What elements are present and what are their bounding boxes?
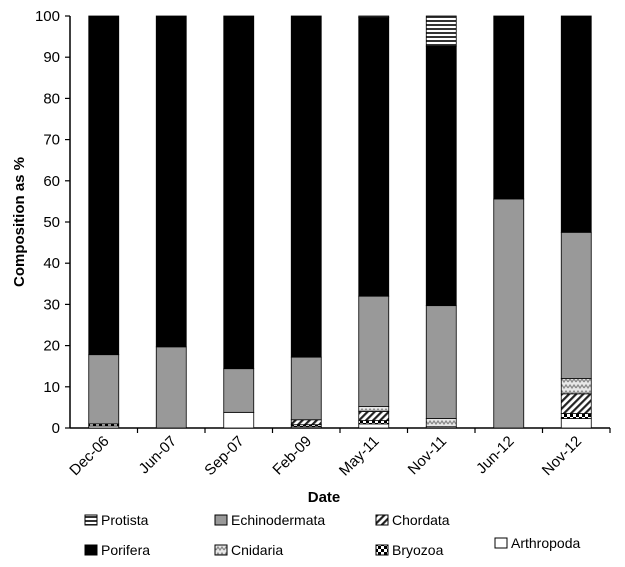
x-tick-label: Sep-07 bbox=[201, 433, 247, 479]
legend-item-bryozoa: Bryozoa bbox=[375, 542, 444, 558]
x-axis-title: Date bbox=[308, 489, 341, 506]
legend-swatch bbox=[375, 544, 389, 556]
legend-item-echinodermata: Echinodermata bbox=[214, 512, 325, 528]
bar-segment-echinodermata bbox=[88, 354, 120, 425]
legend-label: Protista bbox=[101, 512, 149, 528]
legend-item-arthropoda: Arthropoda bbox=[494, 535, 580, 551]
bar-segment-echinodermata bbox=[425, 305, 457, 419]
legend-label: Porifera bbox=[101, 542, 150, 558]
y-tick-label: 100 bbox=[35, 8, 60, 25]
bar-segment-porifera bbox=[358, 17, 390, 297]
legend-swatch bbox=[84, 514, 98, 526]
legend-swatch bbox=[214, 514, 228, 526]
legend-swatch bbox=[214, 544, 228, 556]
bar-segment-porifera bbox=[88, 15, 120, 356]
y-tick-label: 40 bbox=[43, 255, 60, 272]
y-tick-label: 60 bbox=[43, 173, 60, 190]
legend-item-cnidaria: Cnidaria bbox=[214, 542, 283, 558]
y-ticks: 0 10 20 30 40 50 60 70 80 90 100 bbox=[35, 8, 70, 437]
bar-segment-porifera bbox=[155, 15, 187, 348]
x-tick-label: May-11 bbox=[336, 433, 383, 480]
x-tick-label: Jun-12 bbox=[473, 433, 517, 477]
x-tick-label: Feb-09 bbox=[269, 433, 315, 479]
legend-swatch bbox=[494, 537, 508, 549]
bar-segment-arthropoda bbox=[358, 423, 390, 429]
bar-segment-cnidaria bbox=[425, 418, 457, 428]
legend-label: Cnidaria bbox=[231, 542, 283, 558]
bar-segment-echinodermata bbox=[223, 368, 255, 413]
y-tick-label: 80 bbox=[43, 90, 60, 107]
bar-segment-protista bbox=[425, 15, 457, 47]
bar-segment-echinodermata bbox=[290, 356, 322, 421]
bar-segment-arthropoda bbox=[560, 418, 592, 429]
bar-segment-arthropoda bbox=[223, 411, 255, 429]
y-tick-label: 30 bbox=[43, 296, 60, 313]
legend-label: Arthropoda bbox=[511, 535, 580, 551]
bar-segment-chordata bbox=[560, 393, 592, 414]
bars bbox=[88, 15, 592, 429]
bar-segment-chordata bbox=[358, 411, 390, 421]
bar-segment-cnidaria bbox=[358, 406, 390, 412]
y-tick-label: 50 bbox=[43, 214, 60, 231]
y-tick-label: 70 bbox=[43, 132, 60, 149]
bar-segment-chordata bbox=[290, 419, 322, 426]
y-tick-label: 20 bbox=[43, 338, 60, 355]
bar-segment-porifera bbox=[223, 15, 255, 370]
legend-item-chordata: Chordata bbox=[375, 512, 450, 528]
bar-segment-porifera bbox=[290, 15, 322, 358]
legend: Protista Echinodermata Chordata Porifera Cni… bbox=[84, 512, 580, 558]
x-tick-label: Jun-07 bbox=[136, 433, 180, 477]
bar-segment-echinodermata bbox=[493, 198, 525, 429]
bar-segment-cnidaria bbox=[560, 378, 592, 395]
y-tick-label: 10 bbox=[43, 379, 60, 396]
x-tick-label: Nov-11 bbox=[405, 433, 450, 478]
x-tick-label: Dec-06 bbox=[66, 433, 112, 479]
bar-segment-echinodermata bbox=[560, 231, 592, 379]
axes bbox=[69, 16, 610, 429]
bar-segment-bryozoa bbox=[358, 420, 390, 425]
legend-label: Echinodermata bbox=[231, 512, 325, 528]
legend-item-porifera: Porifera bbox=[84, 542, 150, 558]
legend-label: Chordata bbox=[392, 512, 450, 528]
y-axis-title: Composition as % bbox=[11, 157, 28, 287]
bar-segment-porifera bbox=[493, 15, 525, 200]
bar-segment-protista bbox=[358, 15, 390, 19]
x-ticks: Dec-06 Jun-07 Sep-07 Feb-09 May-11 Nov-11 Jun-… bbox=[66, 428, 611, 480]
legend-label: Bryozoa bbox=[392, 542, 444, 558]
bar-segment-porifera bbox=[560, 15, 592, 233]
bar-segment-echinodermata bbox=[358, 295, 390, 407]
x-tick-label: Nov-12 bbox=[539, 433, 585, 479]
y-tick-label: 0 bbox=[52, 420, 60, 437]
bar-segment-porifera bbox=[425, 45, 457, 307]
legend-swatch bbox=[375, 514, 389, 526]
legend-swatch bbox=[84, 544, 98, 556]
bar-segment-echinodermata bbox=[155, 346, 187, 429]
legend-item-protista: Protista bbox=[84, 512, 149, 528]
bar-segment-bryozoa bbox=[560, 413, 592, 419]
y-tick-label: 90 bbox=[43, 49, 60, 66]
